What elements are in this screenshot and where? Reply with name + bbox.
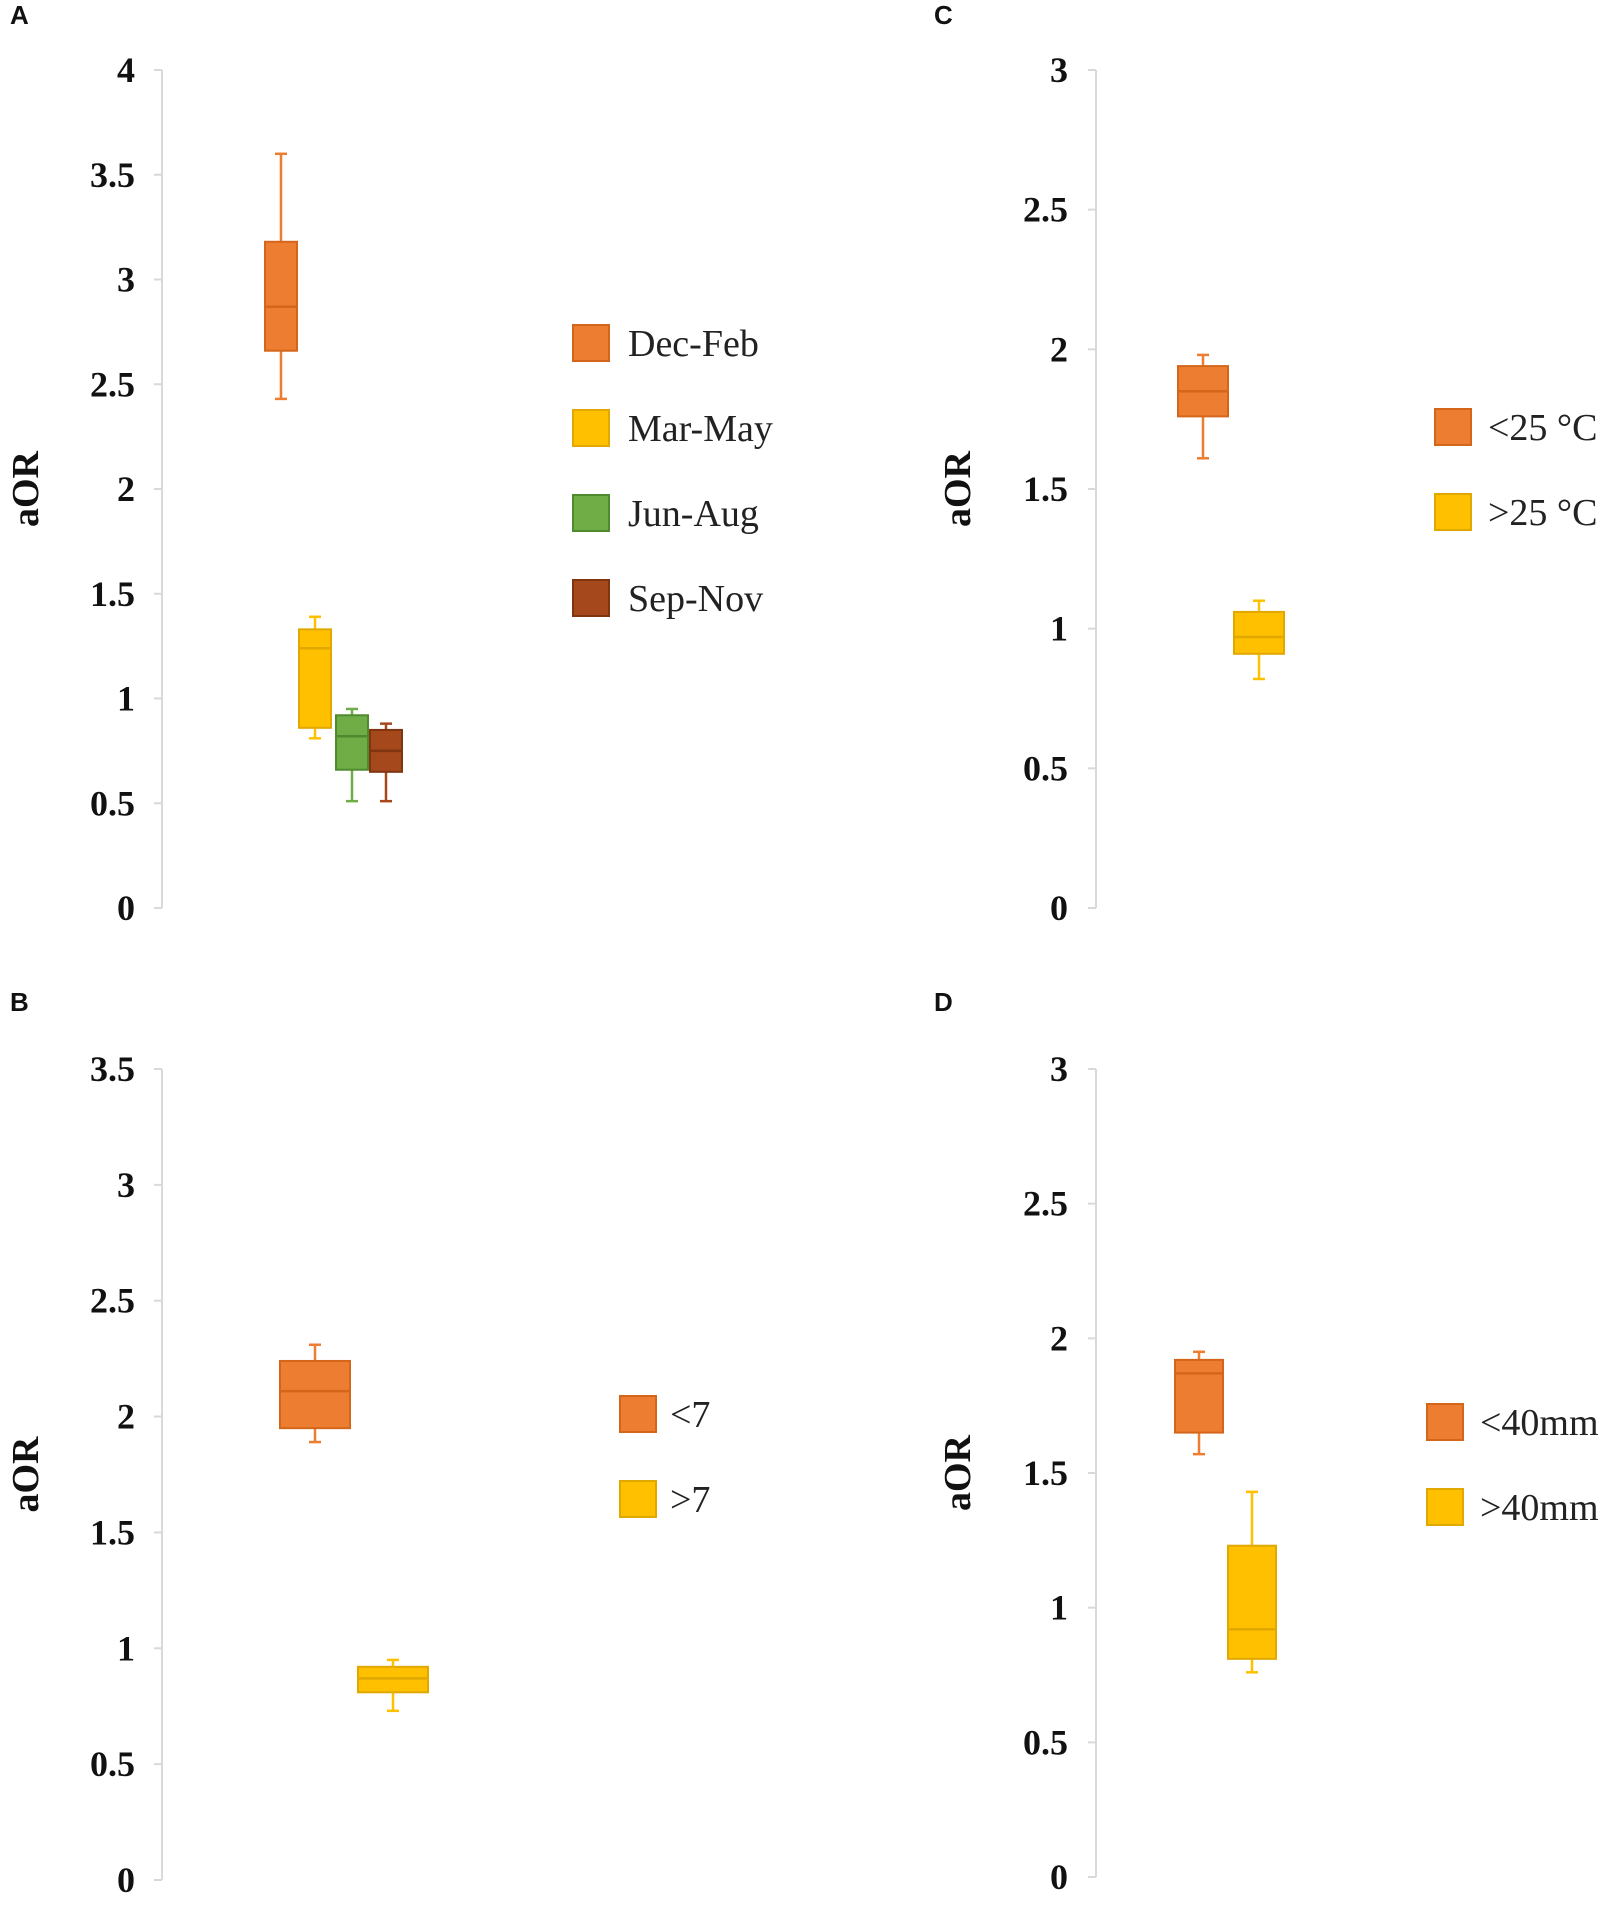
panel-c: C 0 0.5 1 1.5 2 2.5 3 aOR <25 °C >25 °C [934,0,1597,928]
legend: <40mm >40mm [1426,1402,1599,1529]
box-jun-aug [335,707,369,803]
y-tick-label: 0.5 [90,1744,135,1784]
y-axis-label: aOR [937,1434,979,1511]
iqr-box [298,628,332,729]
box--7 [357,1658,429,1713]
box--25-c [1233,599,1285,681]
iqr-box [1233,610,1285,655]
legend-swatch [572,579,610,617]
y-tick-label: 2 [1050,329,1068,369]
y-tick-label: 3 [1050,1049,1068,1089]
legend-swatch [619,1395,657,1433]
y-tick-label: 2.5 [1023,190,1068,230]
y-tick-label: 3.5 [90,1049,135,1089]
panel-letter: D [934,987,953,1017]
iqr-box [1174,1358,1224,1434]
y-tick-label: 1 [1050,609,1068,649]
legend-label: >25 °C [1488,492,1597,534]
iqr-box [264,240,298,352]
y-tick-label: 1 [1050,1588,1068,1628]
y-tick-label: 1.5 [90,1512,135,1552]
legend-swatch [1426,1403,1464,1441]
y-tick-label: 1.5 [1023,469,1068,509]
y-tick-label: 1.5 [1023,1453,1068,1493]
y-axis-label: aOR [5,1436,47,1513]
legend-label: <7 [670,1394,710,1436]
y-tick-label: 2 [117,1397,135,1437]
panel-letter: B [10,987,29,1017]
iqr-box [1227,1544,1277,1660]
y-tick-label: 2 [117,469,135,509]
box--40mm [1227,1490,1277,1674]
panel-a: A 0 0.5 1 1.5 2 2.5 3 3.5 4 aOR Dec-Feb Mar-May Jun-A… [5,0,773,928]
y-tick-label: 0.5 [1023,1722,1068,1762]
y-tick-label: 3 [117,1165,135,1205]
box--25-c [1177,353,1229,460]
box--7 [279,1343,351,1444]
legend-label: >40mm [1480,1487,1599,1529]
y-axis-label: aOR [5,450,47,527]
y-axis-label: aOR [937,450,979,527]
y-tick-label: 0.5 [1023,748,1068,788]
box-dec-feb [264,152,298,401]
legend-label: <25 °C [1488,407,1597,449]
legend-swatch [1426,1488,1464,1526]
y-tick-label: 3 [117,260,135,300]
y-tick-label: 1 [117,679,135,719]
legend-swatch [572,494,610,532]
y-tick-label: 4 [117,50,135,90]
box-sep-nov [369,722,403,803]
y-tick-label: 0 [117,1860,135,1900]
y-tick-label: 1.5 [90,574,135,614]
y-tick-label: 2.5 [90,364,135,404]
legend: <25 °C >25 °C [1434,407,1597,534]
panel-letter: C [934,0,953,30]
iqr-box [279,1359,351,1430]
y-tick-label: 2 [1050,1318,1068,1358]
iqr-box [335,714,369,771]
legend-label: Sep-Nov [628,578,763,620]
box-mar-may [298,615,332,740]
y-tick-label: 0 [1050,1857,1068,1897]
y-tick-label: 2.5 [90,1281,135,1321]
y-tick-label: 3.5 [90,155,135,195]
y-tick-label: 0.5 [90,783,135,823]
y-tick-label: 0 [117,888,135,928]
legend-label: Jun-Aug [628,493,759,535]
legend-label: Dec-Feb [628,323,759,365]
legend-label: Mar-May [628,408,773,450]
y-tick-label: 1 [117,1628,135,1668]
legend-swatch [619,1480,657,1518]
panel-letter: A [10,0,29,30]
y-tick-label: 0 [1050,888,1068,928]
legend-label: <40mm [1480,1402,1599,1444]
legend-label: >7 [670,1479,710,1521]
legend: Dec-Feb Mar-May Jun-Aug Sep-Nov [572,323,773,620]
legend-swatch [572,324,610,362]
legend: <7 >7 [619,1394,710,1521]
panel-d: D 0 0.5 1 1.5 2 2.5 3 aOR <40mm >40mm [934,987,1599,1897]
y-tick-label: 2.5 [1023,1184,1068,1224]
legend-swatch [572,409,610,447]
legend-swatch [1434,408,1472,446]
panel-b: B 0 0.5 1 1.5 2 2.5 3 3.5 aOR <7 >7 [5,987,710,1900]
box--40mm [1174,1350,1224,1456]
legend-swatch [1434,493,1472,531]
y-tick-label: 3 [1050,50,1068,90]
